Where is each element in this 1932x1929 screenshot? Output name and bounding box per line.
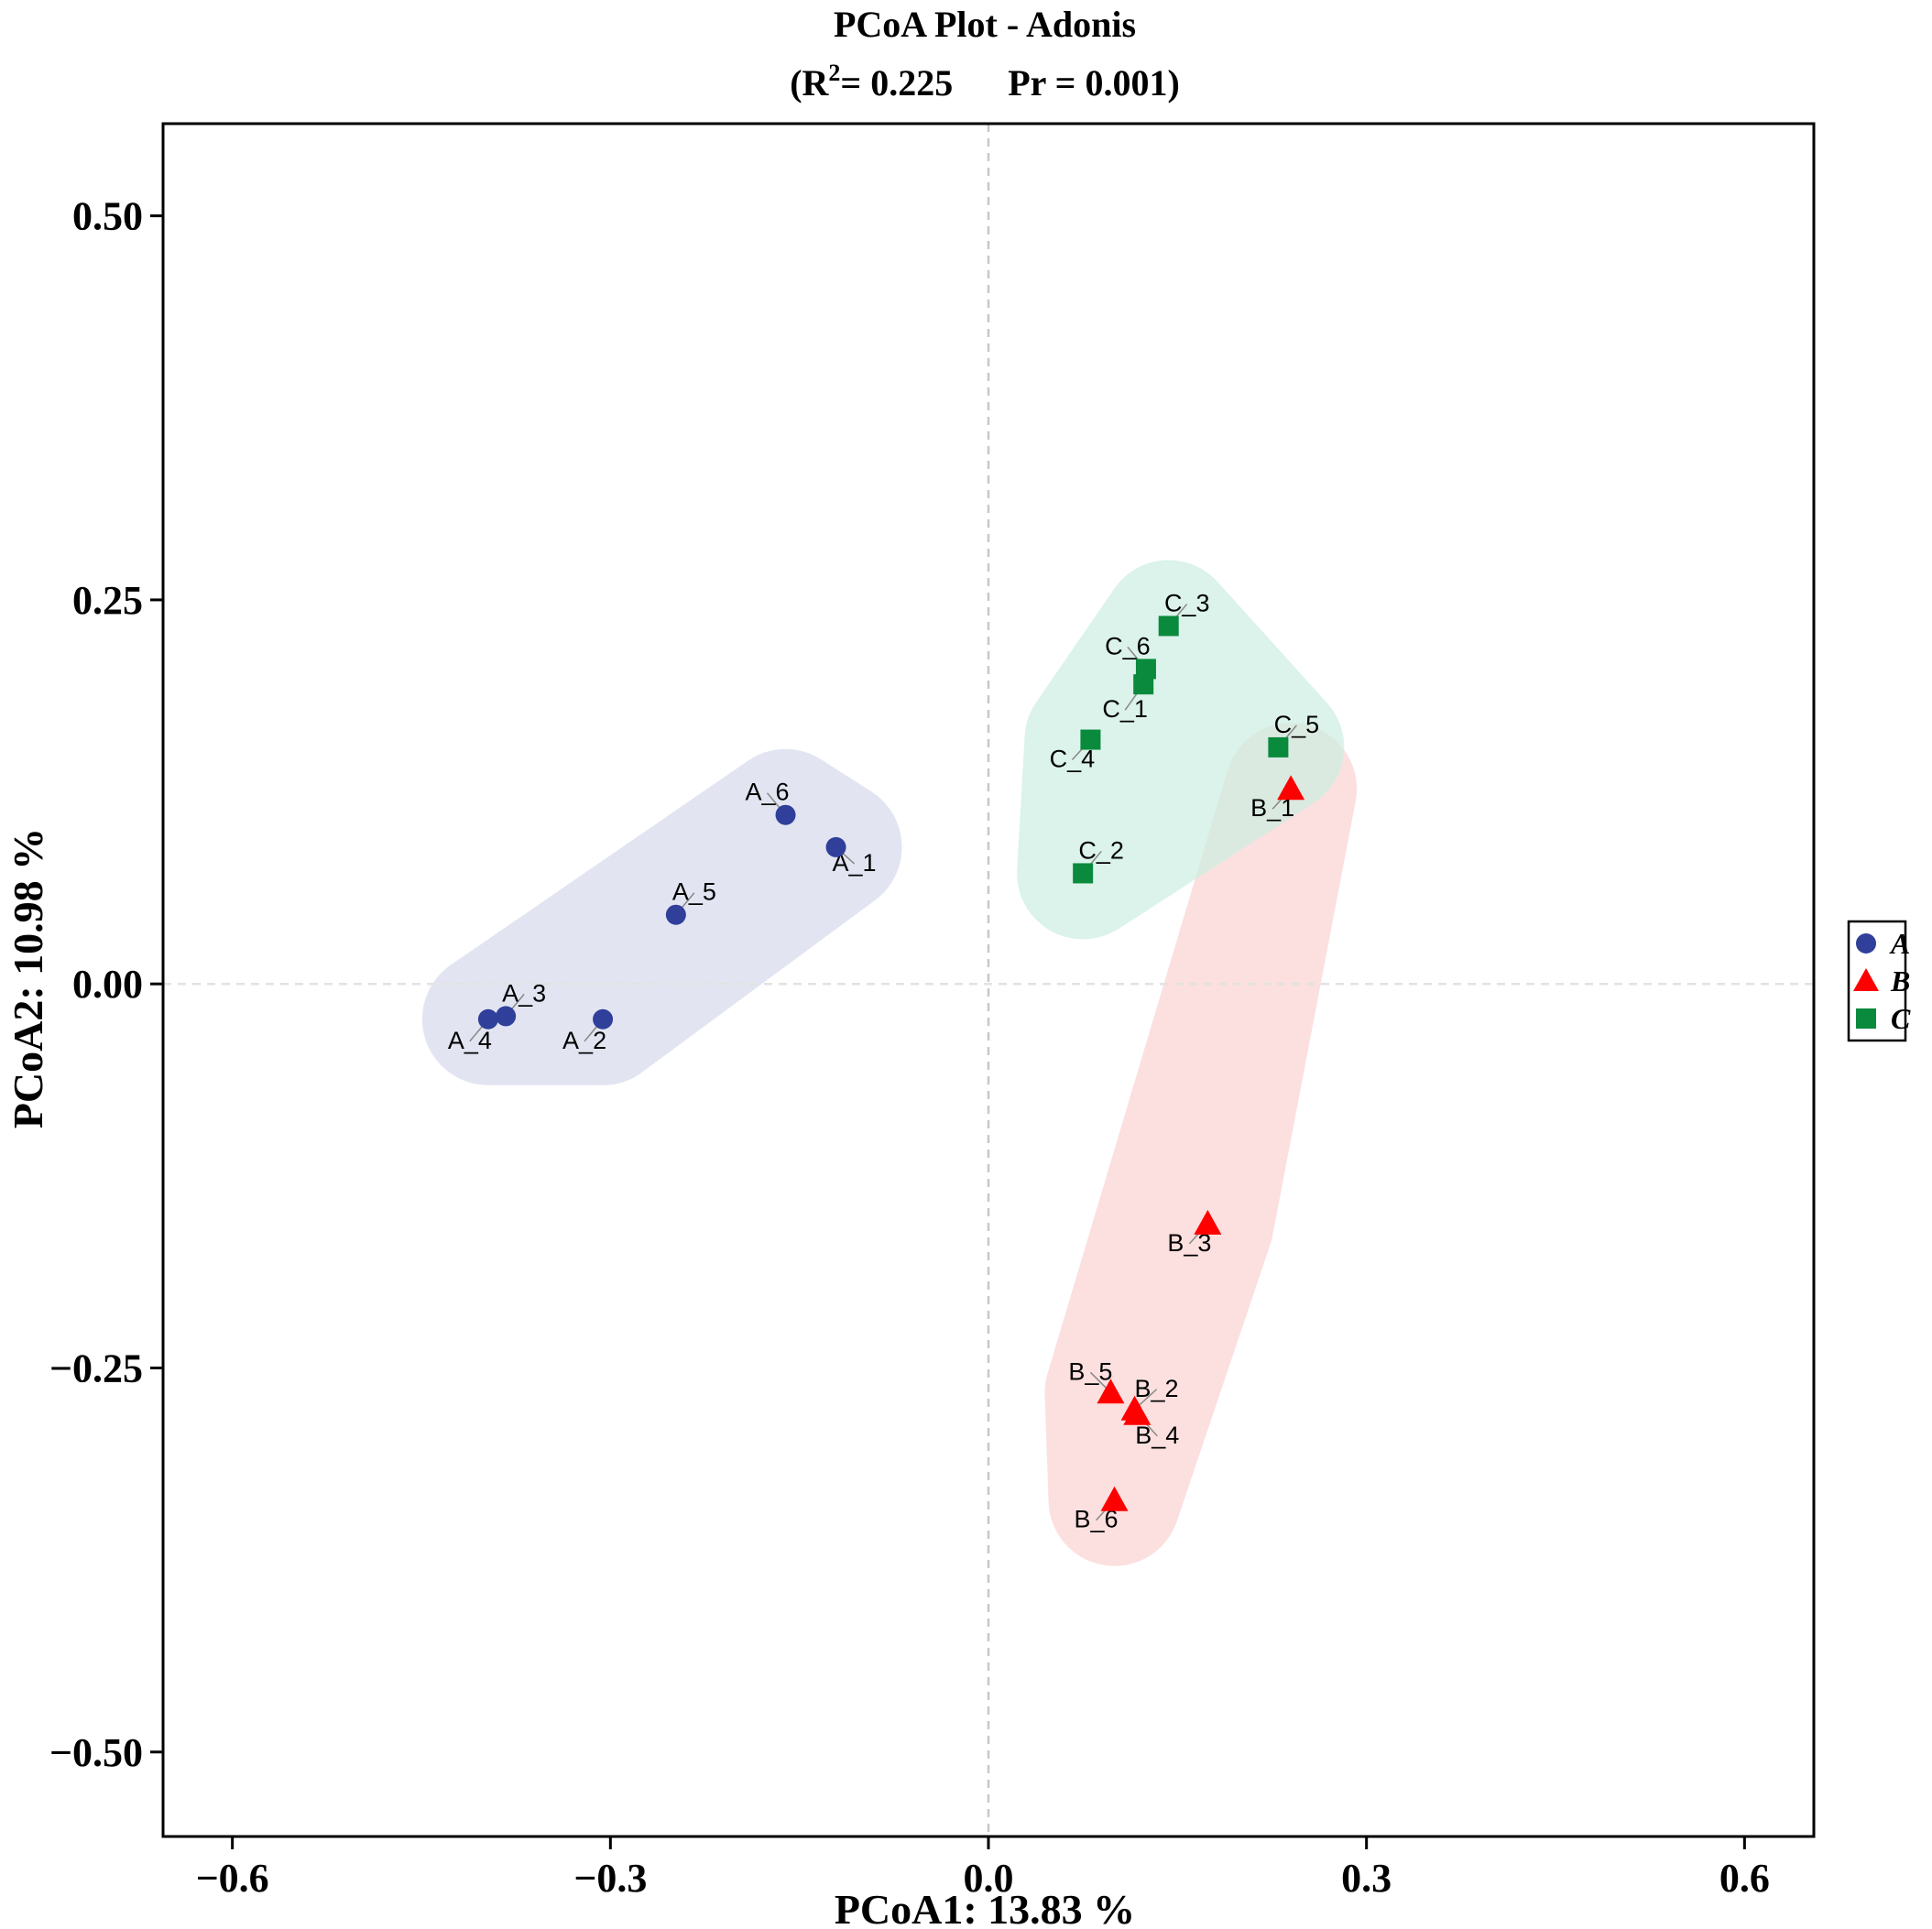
point-B_6 (1100, 1486, 1129, 1511)
point-A_6 (775, 804, 796, 825)
x-tick-label: −0.6 (196, 1856, 269, 1901)
point-label-A_5: A_5 (672, 878, 716, 906)
y-tick-label: 0.00 (72, 962, 143, 1007)
subtitle-r2: = 0.225 (840, 62, 953, 104)
point-label-C_2: C_2 (1078, 836, 1124, 864)
point-label-C_3: C_3 (1164, 589, 1210, 616)
legend-label-A: A (1889, 927, 1910, 960)
data-points (477, 616, 1305, 1511)
point-C_6 (1135, 659, 1156, 680)
point-C_1 (1133, 674, 1154, 695)
point-label-B_2: B_2 (1135, 1375, 1179, 1402)
point-B_4 (1123, 1400, 1152, 1425)
y-axis-title: PCoA2: 10.98 % (5, 828, 51, 1128)
legend-items: ABC (1853, 927, 1911, 1035)
point-label-B_4: B_4 (1135, 1422, 1179, 1449)
point-label-C_1: C_1 (1102, 695, 1148, 723)
y-tick-label: 0.25 (72, 578, 143, 623)
point-label-A_6: A_6 (746, 779, 790, 806)
x-axis-title: PCoA1: 13.83 % (835, 1886, 1135, 1929)
point-A_3 (496, 1006, 517, 1027)
point-label-A_4: A_4 (448, 1027, 492, 1054)
legend-marker-C (1856, 1008, 1876, 1029)
point-B_3 (1194, 1209, 1222, 1235)
x-tick-label: 0.3 (1341, 1856, 1392, 1901)
legend-label-B: B (1890, 964, 1910, 997)
point-label-C_5: C_5 (1274, 711, 1320, 738)
point-labels: A_1A_2A_3A_4A_5A_6B_1B_2B_3B_4B_5B_6C_1C… (448, 589, 1319, 1532)
y-tick-label: 0.50 (72, 194, 143, 239)
x-tick-label: 0.6 (1719, 1856, 1770, 1901)
legend: ABC (1847, 920, 1911, 1042)
chart-title: PCoA Plot - Adonis (834, 4, 1136, 45)
subtitle-superscript: 2 (828, 60, 840, 86)
point-B_5 (1097, 1379, 1125, 1404)
y-tick-label: −0.25 (49, 1346, 143, 1390)
point-B_1 (1277, 775, 1305, 801)
legend-label-C: C (1891, 1002, 1911, 1035)
point-C_5 (1268, 736, 1289, 757)
point-C_4 (1080, 729, 1101, 750)
point-label-B_5: B_5 (1068, 1357, 1112, 1385)
point-label-C_6: C_6 (1105, 632, 1151, 659)
legend-marker-A (1856, 933, 1876, 954)
legend-marker-B (1853, 968, 1879, 991)
subtitle-prefix: (R (790, 62, 829, 104)
chart-subtitle: (R2= 0.225 Pr = 0.001) (790, 60, 1180, 104)
point-A_2 (593, 1008, 614, 1030)
point-A_5 (665, 904, 686, 925)
point-label-A_2: A_2 (562, 1027, 606, 1054)
y-axis-ticks: 0.50 0.25 0.00 −0.25 −0.50 (49, 194, 163, 1775)
x-tick-label: 0.0 (964, 1856, 1014, 1901)
point-A_1 (825, 836, 846, 857)
point-C_3 (1158, 616, 1179, 637)
subtitle-pr: Pr = 0.001) (1008, 62, 1180, 104)
point-A_4 (477, 1008, 498, 1030)
y-tick-label: −0.50 (49, 1730, 143, 1775)
point-C_2 (1073, 863, 1094, 884)
x-tick-label: −0.3 (573, 1856, 647, 1901)
x-axis-ticks: −0.6 −0.3 0.0 0.3 0.6 (196, 1836, 1770, 1901)
point-label-A_3: A_3 (502, 979, 546, 1007)
